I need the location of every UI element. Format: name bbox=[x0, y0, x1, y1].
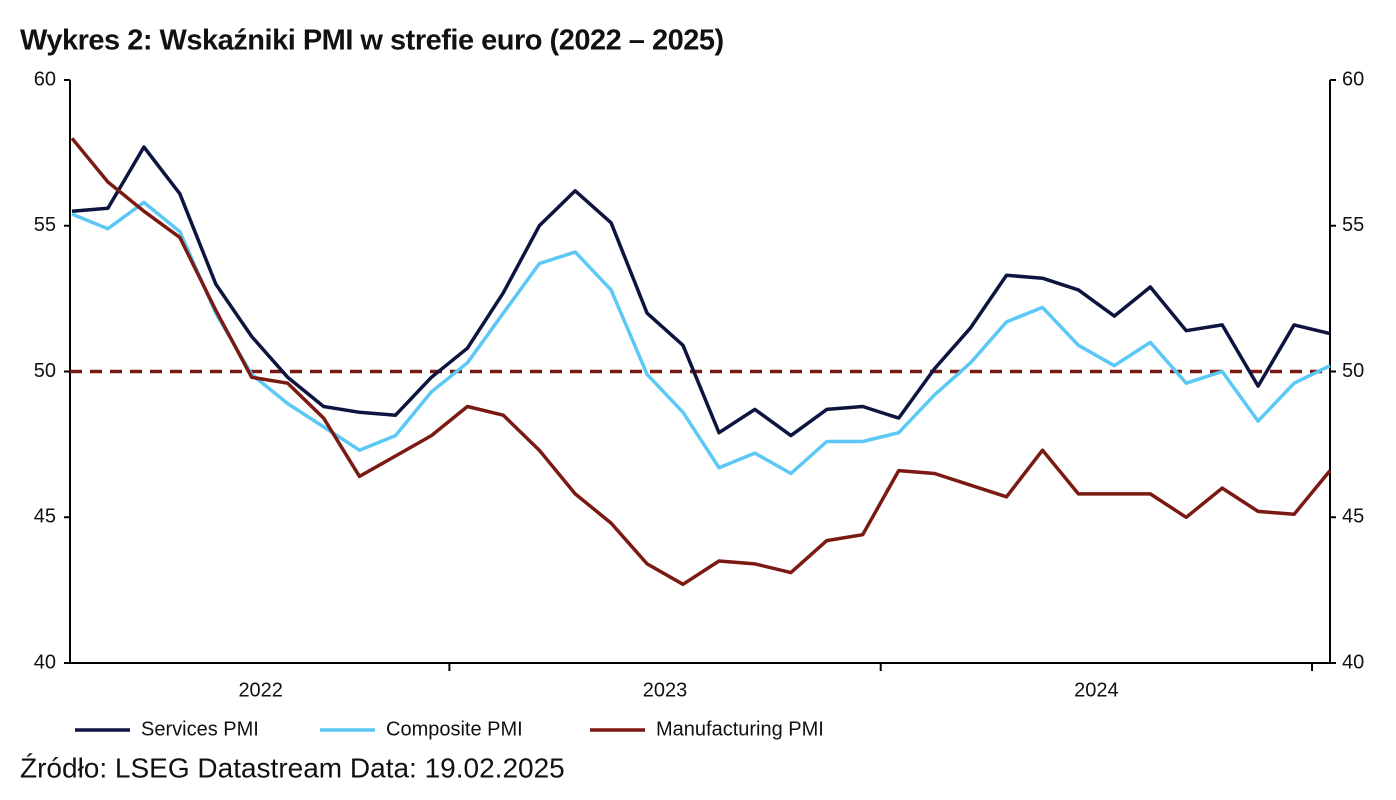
y2-tick-label: 55 bbox=[1342, 214, 1364, 236]
y-tick-label: 40 bbox=[34, 651, 56, 673]
chart-title: Wykres 2: Wskaźniki PMI w strefie euro (… bbox=[20, 25, 724, 57]
series-line bbox=[71, 200, 1331, 476]
y-tick-label: 55 bbox=[34, 214, 56, 236]
y-tick-label: 50 bbox=[34, 360, 56, 382]
legend-label: Composite PMI bbox=[386, 718, 523, 740]
y2-tick-label: 50 bbox=[1342, 360, 1364, 382]
x-tick-label: 2024 bbox=[1074, 679, 1119, 701]
y2-tick-label: 40 bbox=[1342, 651, 1364, 673]
x-tick-label: 2023 bbox=[643, 679, 688, 701]
series-line bbox=[71, 145, 1331, 438]
y-tick-label: 45 bbox=[34, 506, 56, 528]
legend-label: Manufacturing PMI bbox=[656, 718, 824, 740]
x-tick-label: 2022 bbox=[238, 679, 283, 701]
y-tick-label: 60 bbox=[34, 68, 56, 90]
source-note: Źródło: LSEG Datastream Data: 19.02.2025 bbox=[20, 752, 565, 783]
series-line bbox=[70, 137, 1332, 587]
legend-label: Services PMI bbox=[141, 718, 259, 740]
y2-tick-label: 60 bbox=[1342, 68, 1364, 90]
y2-tick-label: 45 bbox=[1342, 506, 1364, 528]
